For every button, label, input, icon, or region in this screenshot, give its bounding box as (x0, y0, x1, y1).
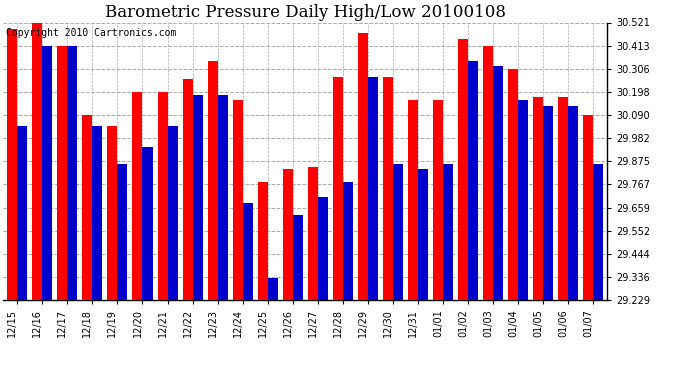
Bar (82, 115, 92, 300)
Bar (168, 126, 177, 300)
Bar (208, 62, 217, 300)
Text: Copyright 2010 Cartronics.com: Copyright 2010 Cartronics.com (6, 28, 177, 38)
Bar (258, 182, 268, 300)
Bar (358, 33, 368, 300)
Bar (132, 92, 143, 300)
Bar (308, 166, 318, 300)
Bar (7, 29, 17, 300)
Bar (217, 94, 228, 300)
Bar (108, 126, 117, 300)
Bar (493, 66, 503, 300)
Bar (418, 169, 428, 300)
Bar (233, 100, 243, 300)
Bar (383, 78, 393, 300)
Title: Barometric Pressure Daily High/Low 20100108: Barometric Pressure Daily High/Low 20100… (105, 4, 506, 21)
Bar (408, 100, 418, 300)
Bar (533, 97, 543, 300)
Bar (593, 165, 604, 300)
Bar (318, 197, 328, 300)
Bar (68, 46, 77, 300)
Bar (569, 106, 578, 300)
Bar (393, 165, 403, 300)
Bar (293, 215, 303, 300)
Bar (333, 78, 343, 300)
Bar (509, 69, 518, 300)
Bar (433, 100, 443, 300)
Bar (42, 46, 52, 300)
Bar (368, 78, 378, 300)
Bar (193, 94, 203, 300)
Bar (584, 115, 593, 300)
Bar (468, 62, 478, 300)
Bar (283, 169, 293, 300)
Bar (143, 147, 152, 300)
Bar (17, 126, 27, 300)
Bar (183, 78, 193, 300)
Bar (243, 203, 253, 300)
Bar (157, 92, 168, 300)
Bar (268, 278, 278, 300)
Bar (483, 46, 493, 300)
Bar (343, 182, 353, 300)
Bar (458, 39, 468, 300)
Bar (117, 165, 128, 300)
Bar (543, 106, 553, 300)
Bar (558, 97, 569, 300)
Bar (443, 165, 453, 300)
Bar (32, 22, 42, 300)
Bar (518, 100, 529, 300)
Bar (57, 46, 68, 300)
Bar (92, 126, 102, 300)
